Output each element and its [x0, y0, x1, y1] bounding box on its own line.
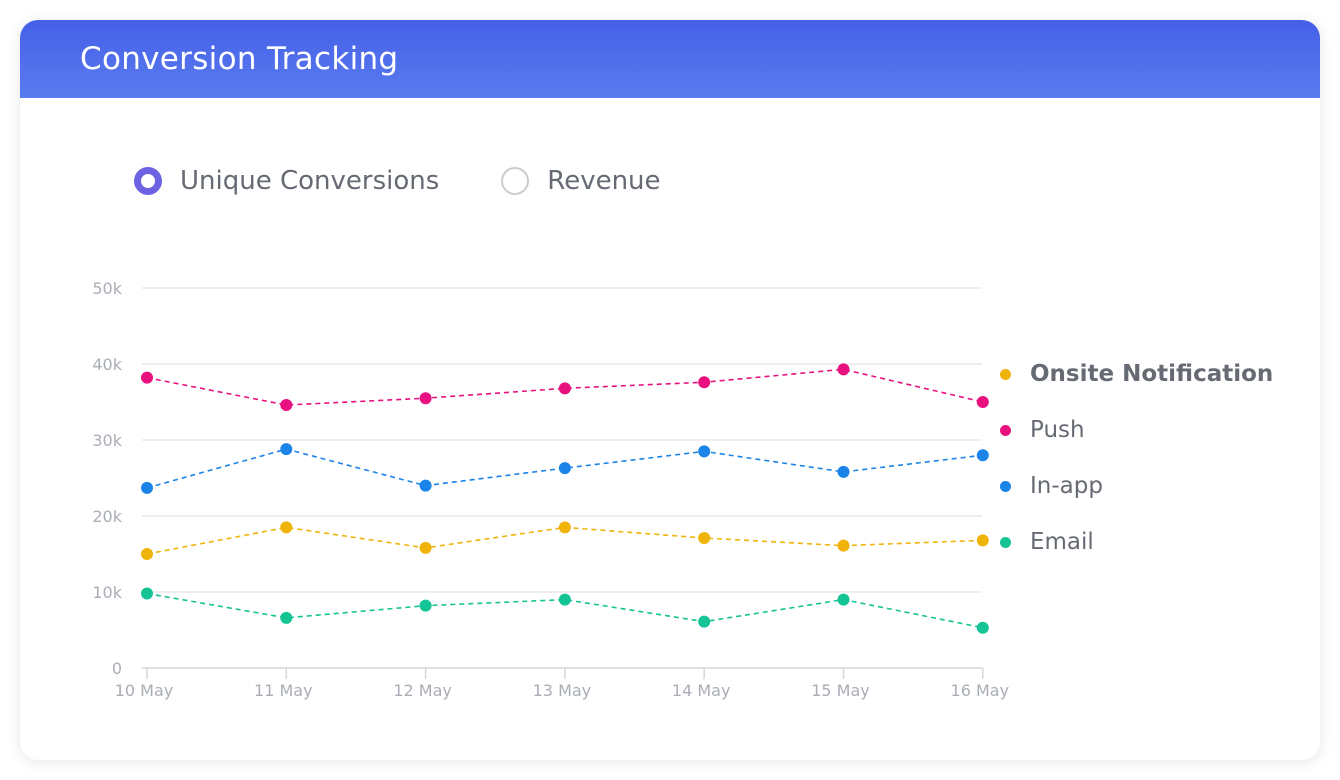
x-tick-label: 16 May — [951, 681, 1010, 700]
radio-selected-icon — [134, 167, 162, 195]
y-tick-label: 40k — [92, 355, 122, 374]
legend-dot-icon — [1000, 536, 1011, 548]
data-point-email — [280, 611, 293, 624]
y-tick-label: 20k — [92, 507, 122, 526]
legend-item-email[interactable]: Email — [1000, 514, 1273, 570]
metric-toggle-group: Unique Conversions Revenue — [134, 166, 723, 196]
data-point-in-app — [558, 462, 571, 475]
legend-item-in-app[interactable]: In-app — [1000, 458, 1273, 514]
data-point-onsite-notification — [698, 532, 711, 545]
card-header: Conversion Tracking — [20, 20, 1320, 98]
legend-item-onsite-notification[interactable]: Onsite Notification — [1000, 346, 1273, 402]
y-tick-label: 50k — [92, 279, 122, 298]
data-point-onsite-notification — [837, 539, 850, 552]
data-point-in-app — [837, 465, 850, 478]
data-point-push — [976, 396, 989, 408]
y-tick-label: 10k — [92, 583, 122, 602]
data-point-email — [558, 593, 571, 606]
card-title: Conversion Tracking — [80, 41, 399, 77]
data-point-email — [837, 593, 850, 606]
data-point-in-app — [976, 449, 989, 462]
data-point-onsite-notification — [419, 541, 432, 554]
data-point-onsite-notification — [558, 521, 571, 534]
data-point-email — [419, 599, 432, 612]
data-point-onsite-notification — [976, 534, 989, 547]
legend-label: Email — [1030, 529, 1094, 555]
radio-unique-conversions[interactable]: Unique Conversions — [134, 166, 439, 196]
x-tick-label: 11 May — [254, 681, 313, 700]
radio-unselected-icon — [501, 167, 530, 195]
chart-legend: Onsite Notification Push In-app Email — [1000, 346, 1273, 570]
data-point-in-app — [698, 445, 711, 458]
y-tick-label: 30k — [92, 431, 122, 450]
line-chart: 0 10k 20k 30k 40k 50k 10 May 11 May 12 May 13 May… — [92, 279, 1010, 700]
legend-dot-icon — [1000, 424, 1011, 436]
data-point-email — [976, 621, 989, 634]
data-point-push — [558, 382, 571, 395]
legend-item-push[interactable]: Push — [1000, 402, 1273, 458]
x-tick-label: 12 May — [393, 681, 452, 700]
x-tick-label: 10 May — [115, 681, 174, 700]
data-point-email — [698, 615, 711, 628]
data-point-onsite-notification — [280, 521, 293, 534]
legend-dot-icon — [1000, 368, 1011, 380]
x-tick-label: 15 May — [811, 681, 870, 700]
data-point-email — [141, 587, 153, 600]
data-point-push — [419, 392, 432, 405]
radio-revenue[interactable]: Revenue — [501, 166, 661, 196]
x-tick-label: 14 May — [672, 681, 731, 700]
data-point-push — [141, 371, 153, 384]
legend-label: Push — [1030, 417, 1085, 443]
legend-label: Onsite Notification — [1030, 361, 1274, 387]
data-point-in-app — [141, 481, 153, 494]
data-point-push — [280, 399, 293, 412]
y-tick-label: 0 — [112, 659, 122, 678]
conversion-tracking-card: Conversion Tracking Unique Conversions R… — [20, 20, 1320, 760]
legend-dot-icon — [1000, 480, 1011, 492]
x-tick-label: 13 May — [533, 681, 592, 700]
data-point-in-app — [280, 443, 293, 456]
data-point-push — [698, 376, 711, 389]
radio-label: Unique Conversions — [180, 166, 440, 196]
radio-label: Revenue — [547, 166, 661, 196]
legend-label: In-app — [1030, 473, 1103, 499]
data-point-onsite-notification — [141, 548, 153, 560]
data-point-in-app — [419, 479, 432, 492]
data-point-push — [837, 363, 850, 376]
